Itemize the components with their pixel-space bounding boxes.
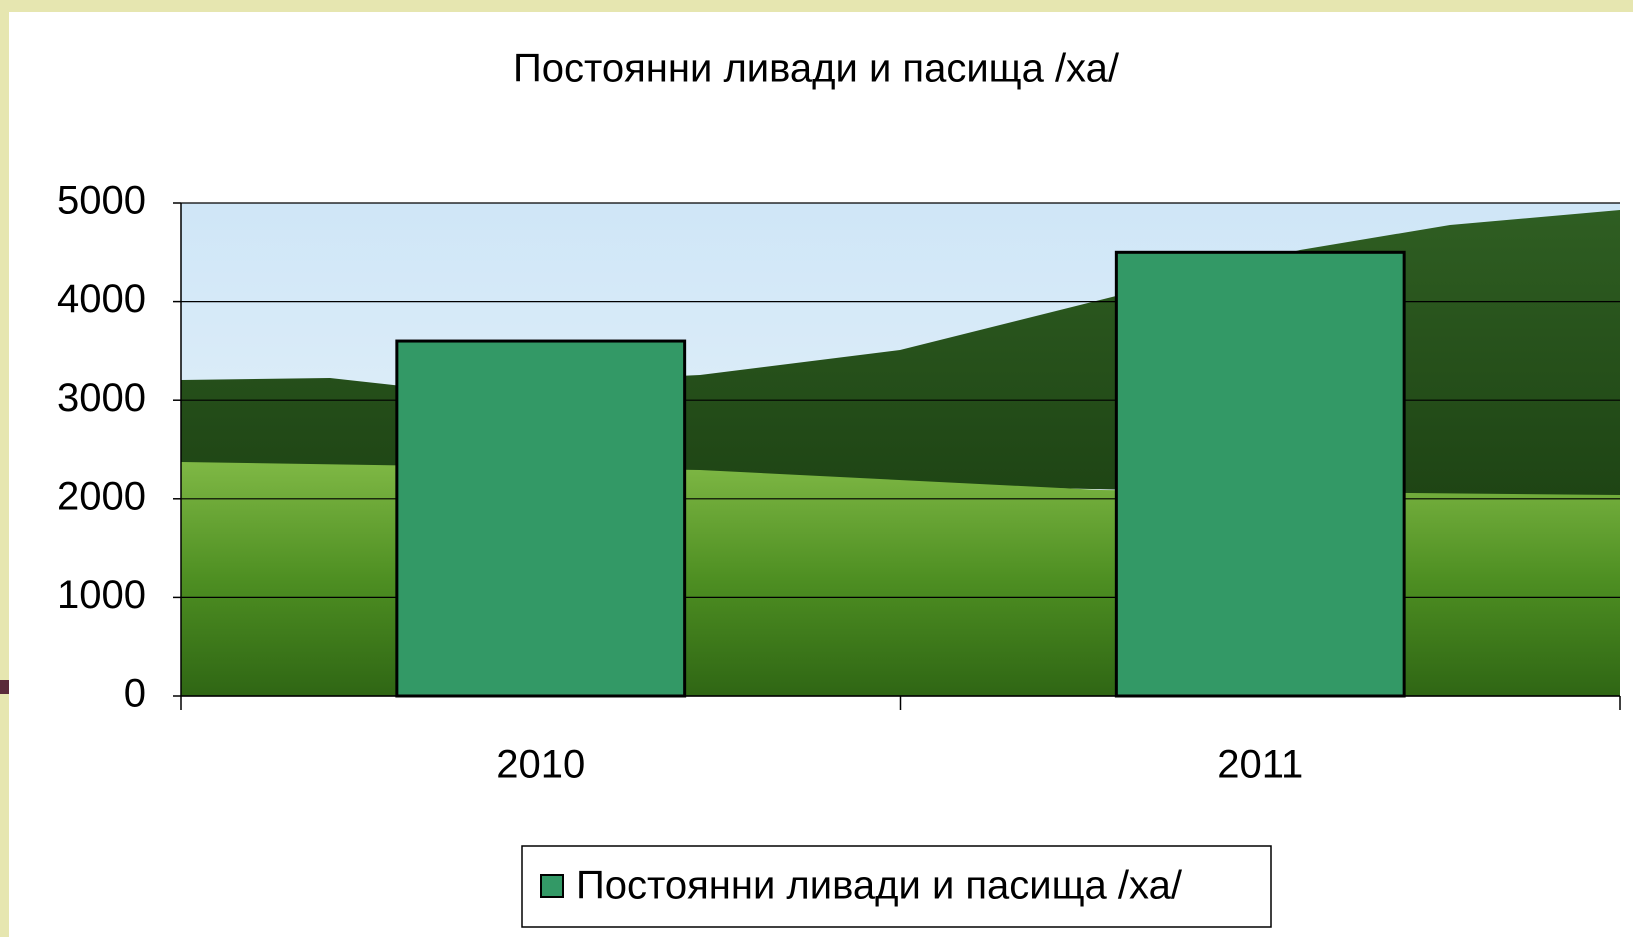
bar (1114, 250, 1406, 698)
x-tick-label: 2010 (496, 743, 585, 787)
legend-swatch (540, 874, 564, 898)
y-tick-label: 2000 (57, 474, 146, 518)
legend-label: Постоянни ливади и пасища /ха/ (576, 864, 1183, 908)
x-tick-label: 2011 (1217, 743, 1303, 787)
slide-marker (0, 680, 9, 694)
y-tick-label: 4000 (57, 277, 146, 321)
chart-title: Постоянни ливади и пасища /ха/ (513, 47, 1120, 91)
y-tick-label: 3000 (57, 376, 146, 420)
slide-top-band (0, 0, 1633, 12)
y-tick-label: 0 (124, 672, 146, 716)
y-tick-label: 5000 (57, 179, 146, 223)
bar (395, 339, 687, 698)
y-tick-label: 1000 (57, 573, 146, 617)
slide-left-band (0, 0, 9, 937)
legend-box (521, 845, 1272, 928)
